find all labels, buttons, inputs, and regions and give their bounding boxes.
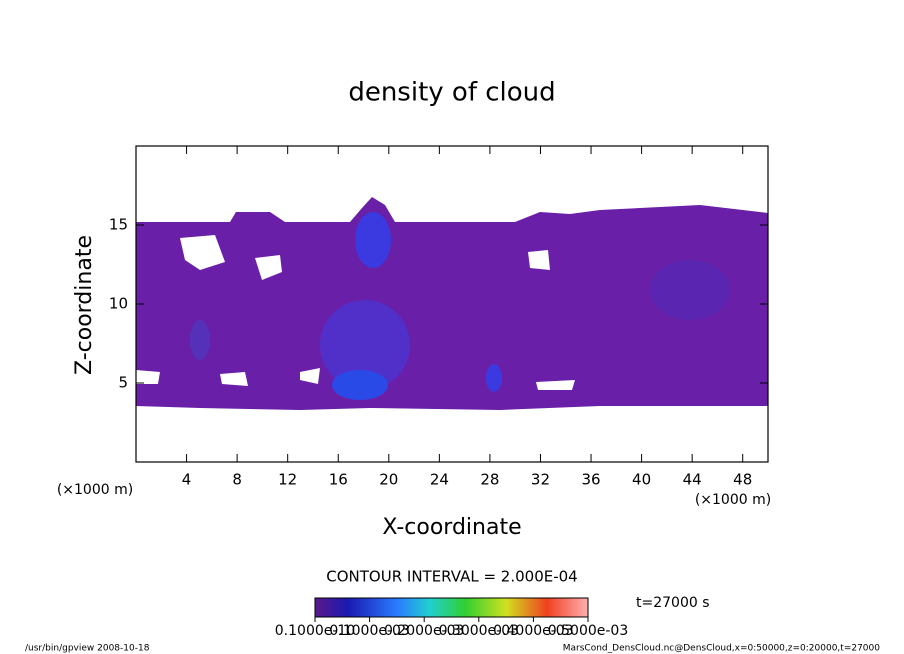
y-unit: (×1000 m) xyxy=(57,482,133,498)
colorbar-tick-label: 0.1000e-03 xyxy=(329,623,409,639)
y-tick-label: 5 xyxy=(118,374,128,392)
x-tick-label: 44 xyxy=(683,471,702,489)
x-axis-label: X-coordinate xyxy=(382,515,521,540)
x-tick-label: 40 xyxy=(632,471,651,489)
x-tick-label: 48 xyxy=(733,471,752,489)
y-tick-label: 15 xyxy=(109,216,128,234)
colorbar xyxy=(314,597,589,618)
x-tick-label: 24 xyxy=(430,471,449,489)
x-tick-label: 36 xyxy=(581,471,600,489)
footer-right: MarsCond_DensCloud.nc@DensCloud,x=0:5000… xyxy=(563,644,880,654)
x-tick-label: 20 xyxy=(379,471,398,489)
y-axis-label: Z-coordinate xyxy=(72,235,97,375)
time-label: t=27000 s xyxy=(636,595,710,611)
x-tick-label: 16 xyxy=(329,471,348,489)
x-unit: (×1000 m) xyxy=(695,492,771,508)
chart-title: density of cloud xyxy=(348,78,555,108)
y-tick-label: 10 xyxy=(109,295,128,313)
colorbar-tick-label: 0.1000e-10 xyxy=(275,623,355,639)
x-tick-label: 28 xyxy=(480,471,499,489)
x-tick-label: 32 xyxy=(531,471,550,489)
x-tick-label: 8 xyxy=(232,471,242,489)
colorbar-tick-label: 0.2000e-03 xyxy=(384,623,464,639)
cloud-field xyxy=(136,197,768,410)
colorbar-tick-label: 0.5000e-03 xyxy=(548,623,628,639)
x-tick-label: 4 xyxy=(182,471,192,489)
footer-left: /usr/bin/gpview 2008-10-18 xyxy=(25,644,150,654)
colorbar-tick-label: 0.4000e-03 xyxy=(493,623,573,639)
x-tick-label: 12 xyxy=(278,471,297,489)
colorbar-tick-label: 0.3000e-03 xyxy=(439,623,519,639)
contour-interval: CONTOUR INTERVAL = 2.000E-04 xyxy=(326,568,577,586)
